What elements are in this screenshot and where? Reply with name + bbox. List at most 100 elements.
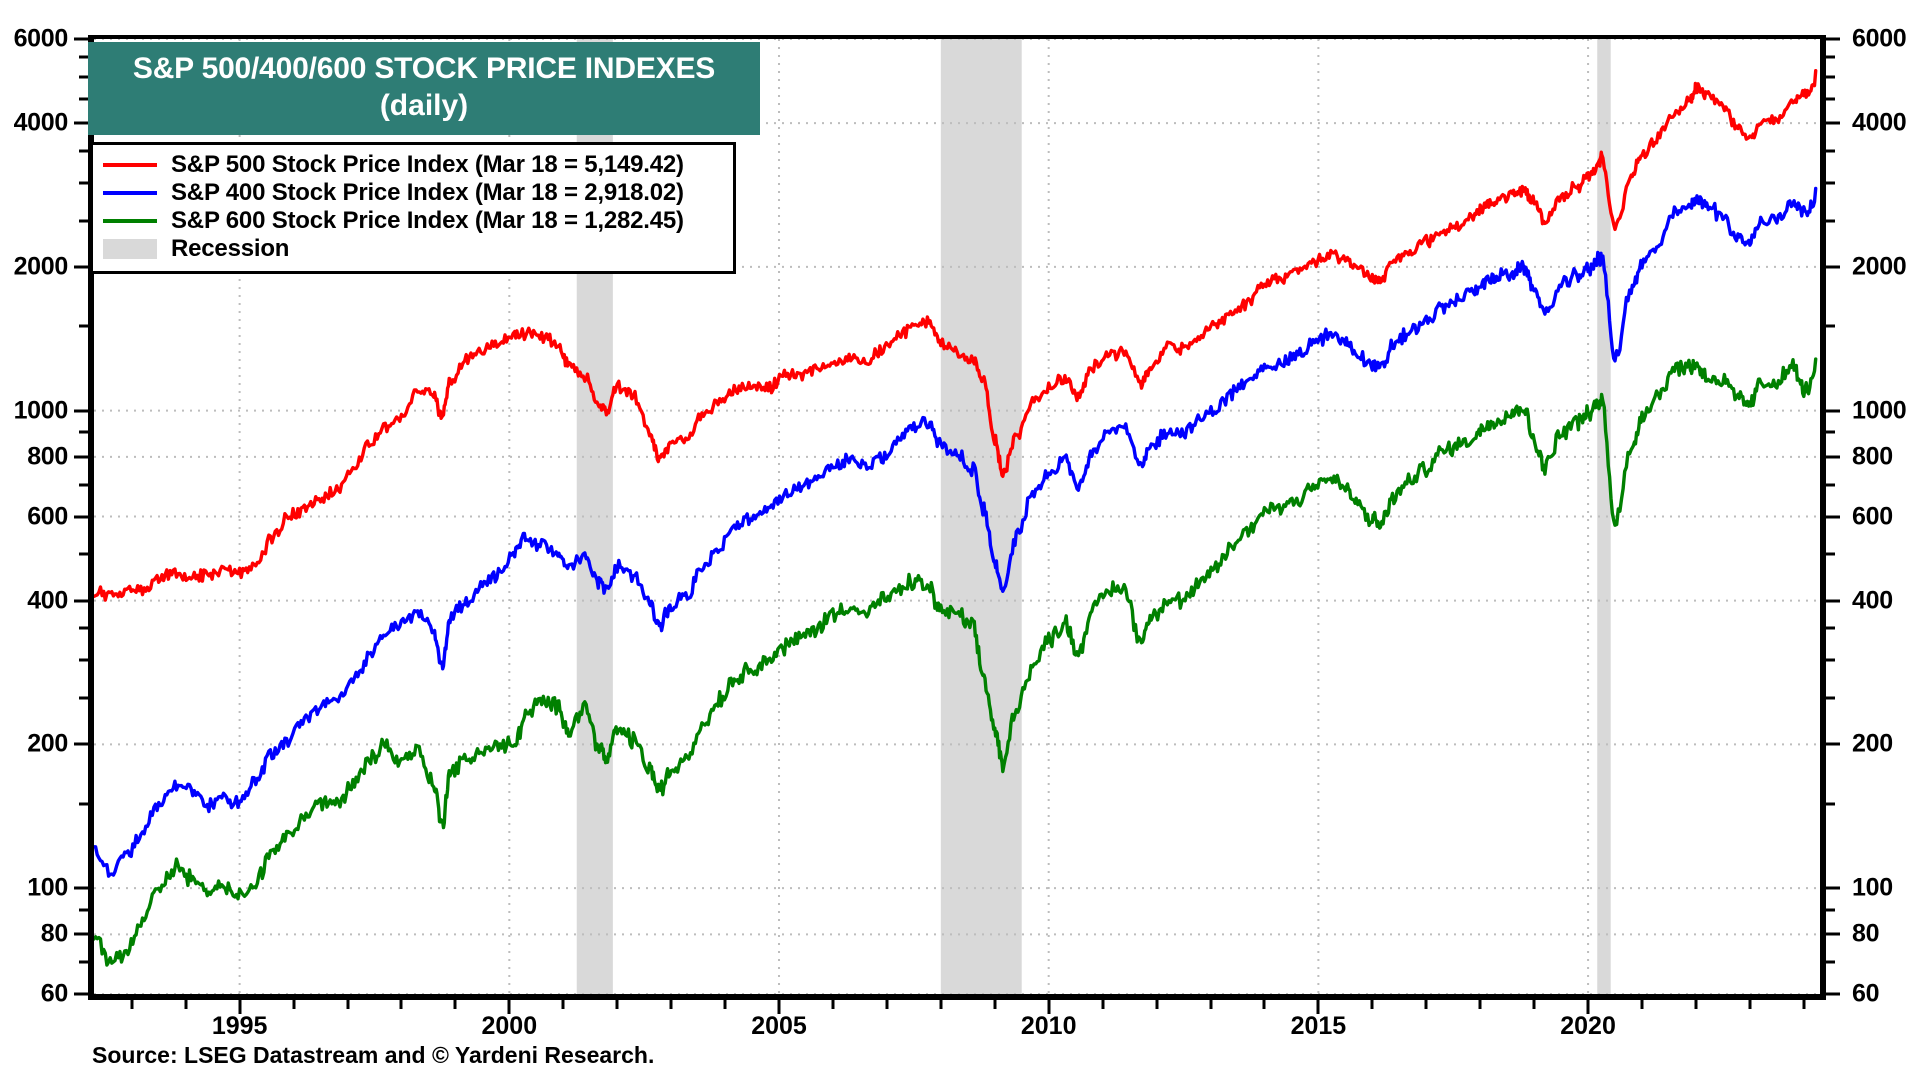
y-tick-left [74, 409, 88, 413]
y-tick-minor-left [79, 658, 88, 662]
x-tick-minor [939, 1000, 943, 1009]
x-tick-minor [292, 1000, 296, 1009]
legend-swatch-box [103, 239, 157, 259]
y-axis-label-right: 4000 [1852, 108, 1907, 137]
y-tick-minor-right [1826, 75, 1835, 79]
x-tick-major [1316, 1000, 1320, 1014]
y-axis-label-right: 100 [1852, 873, 1893, 902]
legend-item: S&P 500 Stock Price Index (Mar 18 = 5,14… [103, 151, 723, 179]
y-tick-left [74, 992, 88, 996]
y-tick-right [1826, 265, 1840, 269]
legend-item: S&P 600 Stock Price Index (Mar 18 = 1,28… [103, 207, 723, 235]
y-axis-label-right: 60 [1852, 979, 1880, 1008]
x-tick-minor [1478, 1000, 1482, 1009]
series-line [94, 357, 1818, 967]
recession-band [940, 39, 1022, 994]
y-axis-label-right: 800 [1852, 442, 1893, 471]
y-axis-label-left: 60 [40, 979, 69, 1008]
y-tick-left [74, 742, 88, 746]
x-tick-minor [1532, 1000, 1536, 1009]
legend-swatch-line [103, 163, 157, 167]
y-axis-label-right: 2000 [1852, 252, 1907, 281]
y-tick-minor-right [1826, 658, 1835, 662]
y-tick-left [74, 886, 88, 890]
legend-label: S&P 600 Stock Price Index (Mar 18 = 1,28… [171, 207, 684, 234]
y-tick-minor-left [79, 696, 88, 700]
y-tick-minor-left [79, 219, 88, 223]
legend-label: S&P 500 Stock Price Index (Mar 18 = 5,14… [171, 151, 684, 178]
y-tick-minor-left [79, 626, 88, 630]
y-tick-minor-left [79, 483, 88, 487]
plot-area [88, 35, 1826, 1000]
legend-swatch-line [103, 219, 157, 223]
y-tick-minor-right [1826, 97, 1835, 101]
series-line [94, 69, 1818, 602]
y-tick-minor-left [79, 552, 88, 556]
x-tick-minor [993, 1000, 997, 1009]
y-axis-label-left: 200 [27, 729, 68, 758]
y-tick-right [1826, 121, 1840, 125]
y-axis-label-right: 400 [1852, 586, 1893, 615]
y-tick-minor-right [1826, 483, 1835, 487]
y-tick-minor-right [1826, 802, 1835, 806]
y-tick-minor-left [79, 324, 88, 328]
chart-title-box: S&P 500/400/600 STOCK PRICE INDEXES (dai… [88, 42, 760, 136]
y-tick-right [1826, 455, 1840, 459]
y-tick-minor-right [1826, 696, 1835, 700]
y-tick-minor-left [79, 960, 88, 964]
x-tick-minor [615, 1000, 619, 1009]
y-tick-left [74, 599, 88, 603]
x-tick-major [238, 1000, 242, 1014]
y-axis-label-left: 400 [27, 586, 68, 615]
chart-title-line1: S&P 500/400/600 STOCK PRICE INDEXES [132, 52, 716, 85]
x-axis-label: 2020 [1560, 1012, 1616, 1040]
y-tick-right [1826, 992, 1840, 996]
y-tick-minor-right [1826, 181, 1835, 185]
legend-item: Recession [103, 235, 723, 263]
source-note: Source: LSEG Datastream and © Yardeni Re… [92, 1042, 655, 1068]
y-tick-minor-left [79, 75, 88, 79]
y-tick-right [1826, 932, 1840, 936]
y-tick-minor-right [1826, 626, 1835, 630]
legend-swatch-line [103, 191, 157, 195]
y-tick-left [74, 121, 88, 125]
x-tick-minor [130, 1000, 134, 1009]
x-tick-minor [346, 1000, 349, 1009]
y-axis-label-left: 4000 [13, 108, 69, 137]
y-tick-right [1826, 515, 1840, 518]
legend-label: Recession [171, 235, 290, 262]
y-axis-label-right: 200 [1852, 729, 1893, 758]
x-tick-minor [1101, 1000, 1105, 1009]
y-tick-left [74, 265, 88, 269]
y-tick-minor-right [1826, 149, 1835, 153]
y-axis-label-left: 600 [27, 502, 68, 530]
y-axis-label-right: 1000 [1852, 396, 1907, 425]
x-tick-minor [669, 1000, 673, 1009]
y-tick-minor-right [1826, 55, 1835, 59]
y-tick-right [1826, 742, 1840, 746]
x-tick-minor [1370, 1000, 1374, 1009]
y-axis-label-left: 100 [27, 873, 68, 902]
y-tick-left [74, 37, 88, 41]
x-tick-minor [1748, 1000, 1752, 1009]
y-tick-left [74, 455, 88, 459]
y-tick-minor-right [1826, 430, 1835, 434]
y-tick-minor-right [1826, 219, 1835, 223]
x-tick-minor [1694, 1000, 1698, 1009]
y-tick-left [74, 515, 88, 518]
x-tick-major [1047, 1000, 1051, 1014]
chart-title-line2: (daily) [379, 88, 469, 122]
y-tick-minor-left [79, 97, 88, 101]
y-tick-minor-left [79, 908, 88, 912]
y-tick-minor-left [79, 181, 88, 185]
y-tick-left [74, 932, 88, 936]
x-axis-label: 2015 [1290, 1012, 1347, 1040]
y-tick-minor-left [79, 802, 88, 806]
y-axis-label-right: 80 [1852, 919, 1880, 948]
x-tick-major [777, 1000, 781, 1014]
y-tick-minor-right [1826, 908, 1835, 912]
legend-label: S&P 400 Stock Price Index (Mar 18 = 2,91… [171, 179, 684, 206]
x-tick-major [1586, 1000, 1590, 1014]
y-axis-label-left: 1000 [13, 396, 69, 425]
